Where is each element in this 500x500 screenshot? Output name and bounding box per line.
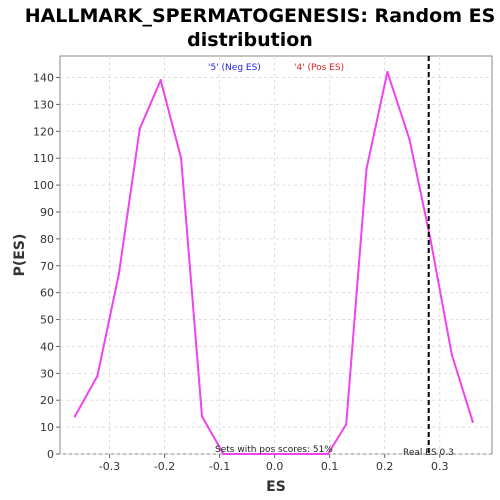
series-point: [138, 127, 141, 130]
series-point: [305, 452, 309, 456]
y-tick-label: 10: [40, 421, 54, 434]
x-tick-label: -0.1: [209, 460, 230, 473]
series-point: [264, 452, 267, 456]
y-tick-label: 120: [33, 125, 54, 138]
chart-title-line-2: distribution: [187, 29, 313, 51]
x-tick-label: 0.1: [321, 460, 339, 473]
y-tick-label: 40: [40, 340, 54, 353]
x-axis: -0.3 -0.2 -0.1 0.0 0.1 0.2 0.3: [99, 454, 449, 473]
y-tick-label: 140: [33, 72, 54, 85]
series-point: [386, 70, 389, 74]
series-point: [222, 452, 225, 456]
series-point: [179, 156, 183, 160]
x-axis-label: ES: [266, 479, 286, 495]
series-point: [96, 374, 99, 378]
series-point: [200, 415, 204, 418]
series-point: [243, 452, 246, 456]
y-axis: 0 10 20 30 40 50 60 70 80 90 100 110 120 130 140: [33, 72, 60, 461]
series-point: [159, 79, 162, 82]
y-tick-label: 30: [40, 367, 54, 380]
x-tick-label: 0.3: [431, 460, 449, 473]
y-tick-label: 100: [33, 179, 54, 192]
y-tick-label: 70: [40, 260, 54, 273]
x-tick-label: 0.2: [376, 460, 394, 473]
series-point: [344, 423, 348, 426]
y-tick-label: 110: [33, 152, 54, 165]
series-point: [471, 420, 474, 423]
y-tick-label: 90: [40, 206, 54, 219]
y-tick-label: 20: [40, 394, 54, 407]
pos-scores-annotation: Sets with pos scores: 51%: [215, 445, 333, 455]
legend-pos-es: '4' (Pos ES): [294, 63, 344, 73]
x-tick-label: -0.2: [154, 460, 175, 473]
distribution-series: [73, 70, 474, 456]
series-line: [74, 71, 474, 455]
y-tick-label: 60: [40, 287, 54, 300]
x-tick-label: 0.0: [266, 460, 284, 473]
y-tick-label: 80: [40, 233, 54, 246]
series-point: [284, 452, 288, 456]
y-tick-label: 130: [33, 98, 54, 111]
legend-neg-es: '5' (Neg ES): [208, 63, 261, 73]
series-point: [408, 138, 411, 141]
series-point: [429, 237, 432, 241]
y-tick-label: 50: [40, 314, 54, 327]
series-point: [73, 415, 77, 418]
series-point: [365, 167, 368, 171]
real-es-label: Real ES 0.3: [403, 448, 454, 458]
y-tick-label: 0: [47, 448, 54, 461]
series-point: [450, 353, 454, 356]
y-axis-label: P(ES): [12, 234, 28, 277]
series-point: [117, 272, 121, 276]
chart-title-line-1: HALLMARK_SPERMATOGENESIS: Random ES: [25, 5, 496, 27]
plot-area: [59, 55, 493, 455]
series-point: [326, 452, 330, 456]
x-tick-label: -0.3: [99, 460, 120, 473]
